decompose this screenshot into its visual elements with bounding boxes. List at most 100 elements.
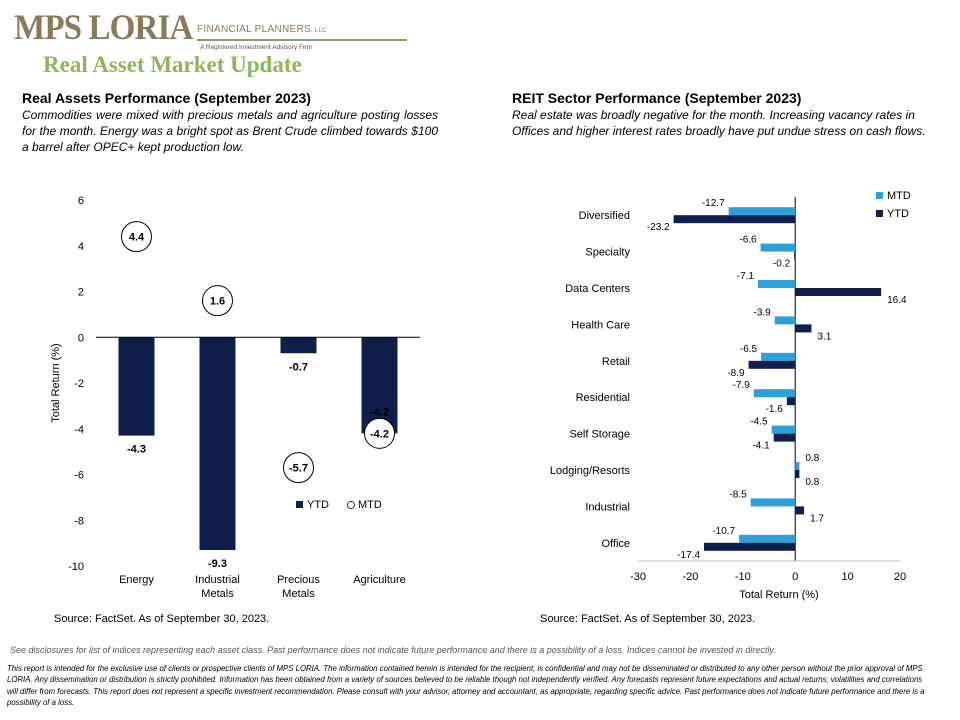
- page-title: Real Asset Market Update: [43, 52, 302, 77]
- data-label-ytd: 16.4: [887, 295, 907, 306]
- y-tick-label: 4: [78, 241, 84, 253]
- disclaimer-long: This report is intended for the exclusiv…: [7, 664, 925, 708]
- data-label-mtd: -7.1: [737, 271, 755, 282]
- data-label-mtd: -4.5: [750, 417, 768, 428]
- data-label-mtd: -5.7: [289, 463, 308, 475]
- data-label-ytd: -4.2: [370, 406, 389, 418]
- right-section-title: REIT Sector Performance (September 2023): [512, 90, 802, 106]
- marker-mtd-2: [283, 452, 314, 484]
- left-chart-source: Source: FactSet. As of September 30, 202…: [54, 613, 270, 625]
- data-label-mtd: -3.9: [754, 307, 772, 318]
- y-category-label: Industrial: [585, 501, 630, 513]
- data-label-mtd: -6.6: [739, 235, 757, 246]
- logo-subtitle-text: FINANCIAL PLANNERS: [197, 24, 311, 35]
- x-tick-label: 20: [894, 571, 906, 583]
- bar-mtd-3: [774, 316, 796, 325]
- y-tick-label: -2: [74, 378, 84, 390]
- logo-wordmark: MPS LORIA: [14, 7, 193, 47]
- logo-subtitle: FINANCIAL PLANNERS, LLC: [197, 24, 327, 35]
- bar-ytd-0: [673, 215, 796, 224]
- data-label-mtd: -8.5: [729, 489, 747, 500]
- data-label-ytd: -0.2: [773, 259, 791, 270]
- bar-ytd-3: [361, 337, 398, 434]
- y-tick-label: -8: [74, 515, 84, 527]
- data-label-mtd: 0.8: [805, 453, 819, 464]
- bar-ytd-1: [794, 251, 796, 260]
- bar-ytd-8: [795, 506, 805, 515]
- x-tick-label: 10: [841, 571, 853, 583]
- bar-ytd-3: [795, 324, 812, 333]
- y-category-label: Data Centers: [565, 283, 630, 295]
- data-label-mtd: 4.4: [129, 232, 145, 244]
- marker-mtd-0: [121, 221, 152, 253]
- data-label-ytd: -17.4: [677, 550, 700, 561]
- bar-mtd-7: [795, 462, 800, 470]
- right-chart-source: Source: FactSet. As of September 30, 202…: [540, 613, 756, 625]
- x-tick-label: -10: [735, 571, 751, 583]
- bar-mtd-5: [753, 389, 796, 398]
- legend-swatch-ytd: [876, 210, 883, 217]
- bar-ytd-5: [786, 397, 796, 406]
- legend-label-mtd: MTD: [358, 499, 382, 511]
- y-category-label: Diversified: [579, 210, 630, 222]
- data-label-ytd: -4.3: [127, 444, 146, 456]
- x-category-label: Energy: [119, 574, 154, 586]
- data-label-ytd: 3.1: [817, 331, 831, 342]
- legend-swatch-ytd: [296, 501, 303, 508]
- data-label-mtd: -6.5: [740, 344, 758, 355]
- data-label-ytd: -23.2: [647, 222, 670, 233]
- y-category-label: Office: [601, 538, 630, 550]
- bar-mtd-0: [728, 207, 796, 216]
- x-category-label: Industrial: [195, 574, 240, 586]
- bar-ytd-2: [795, 288, 882, 296]
- y-tick-label: 2: [78, 287, 84, 299]
- y-category-label: Retail: [602, 356, 630, 368]
- y-tick-label: -6: [74, 470, 84, 482]
- company-logo: MPS LORIA FINANCIAL PLANNERS, LLC A Regi…: [14, 8, 414, 52]
- legend-label-mtd: MTD: [887, 190, 911, 202]
- bar-ytd-7: [795, 470, 800, 478]
- x-axis-title: Total Return (%): [739, 589, 818, 601]
- y-axis-title: Total Return (%): [50, 343, 62, 422]
- bar-ytd-1: [199, 337, 236, 550]
- data-label-ytd: 0.8: [805, 477, 819, 488]
- left-section-title: Real Assets Performance (September 2023): [22, 90, 311, 106]
- bar-mtd-2: [757, 280, 796, 288]
- bar-ytd-6: [773, 433, 796, 442]
- data-label-mtd: 1.6: [210, 296, 225, 308]
- y-category-label: Self Storage: [569, 429, 630, 441]
- logo-llc: LLC: [314, 28, 327, 34]
- data-label-ytd: -4.1: [752, 441, 770, 452]
- data-label-mtd: -12.7: [702, 198, 725, 209]
- legend-label-ytd: YTD: [307, 499, 329, 511]
- y-category-label: Health Care: [571, 319, 630, 331]
- bar-mtd-4: [761, 352, 796, 361]
- legend-swatch-mtd: [347, 501, 355, 509]
- legend-label-ytd: YTD: [887, 208, 909, 220]
- marker-mtd-3: [364, 417, 395, 449]
- bar-ytd-2: [280, 337, 317, 354]
- legend-swatch-mtd: [876, 192, 883, 199]
- data-label-ytd: 1.7: [810, 513, 824, 524]
- y-category-label: Residential: [576, 392, 630, 404]
- right-section-body: Real estate was broadly negative for the…: [512, 108, 926, 138]
- bar-ytd-4: [748, 360, 796, 369]
- bar-ytd-9: [704, 542, 796, 551]
- y-tick-label: 0: [78, 332, 84, 344]
- x-tick-label: 0: [792, 571, 798, 583]
- data-label-mtd: -7.9: [733, 380, 751, 391]
- y-category-label: Lodging/Resorts: [550, 465, 631, 477]
- left-section-body: Commodities were mixed with precious met…: [22, 108, 438, 154]
- y-tick-label: 6: [78, 195, 84, 207]
- data-label-ytd: -8.9: [727, 368, 745, 379]
- x-tick-label: -20: [682, 571, 698, 583]
- logo-tagline: A Registered Investment Advisory Firm: [200, 44, 312, 51]
- y-tick-label: -4: [74, 424, 84, 436]
- x-tick-label: -30: [630, 571, 646, 583]
- bar-mtd-6: [771, 425, 796, 434]
- bar-mtd-8: [750, 498, 796, 507]
- data-label-ytd: -1.6: [766, 404, 784, 415]
- data-label-ytd: -9.3: [208, 558, 227, 570]
